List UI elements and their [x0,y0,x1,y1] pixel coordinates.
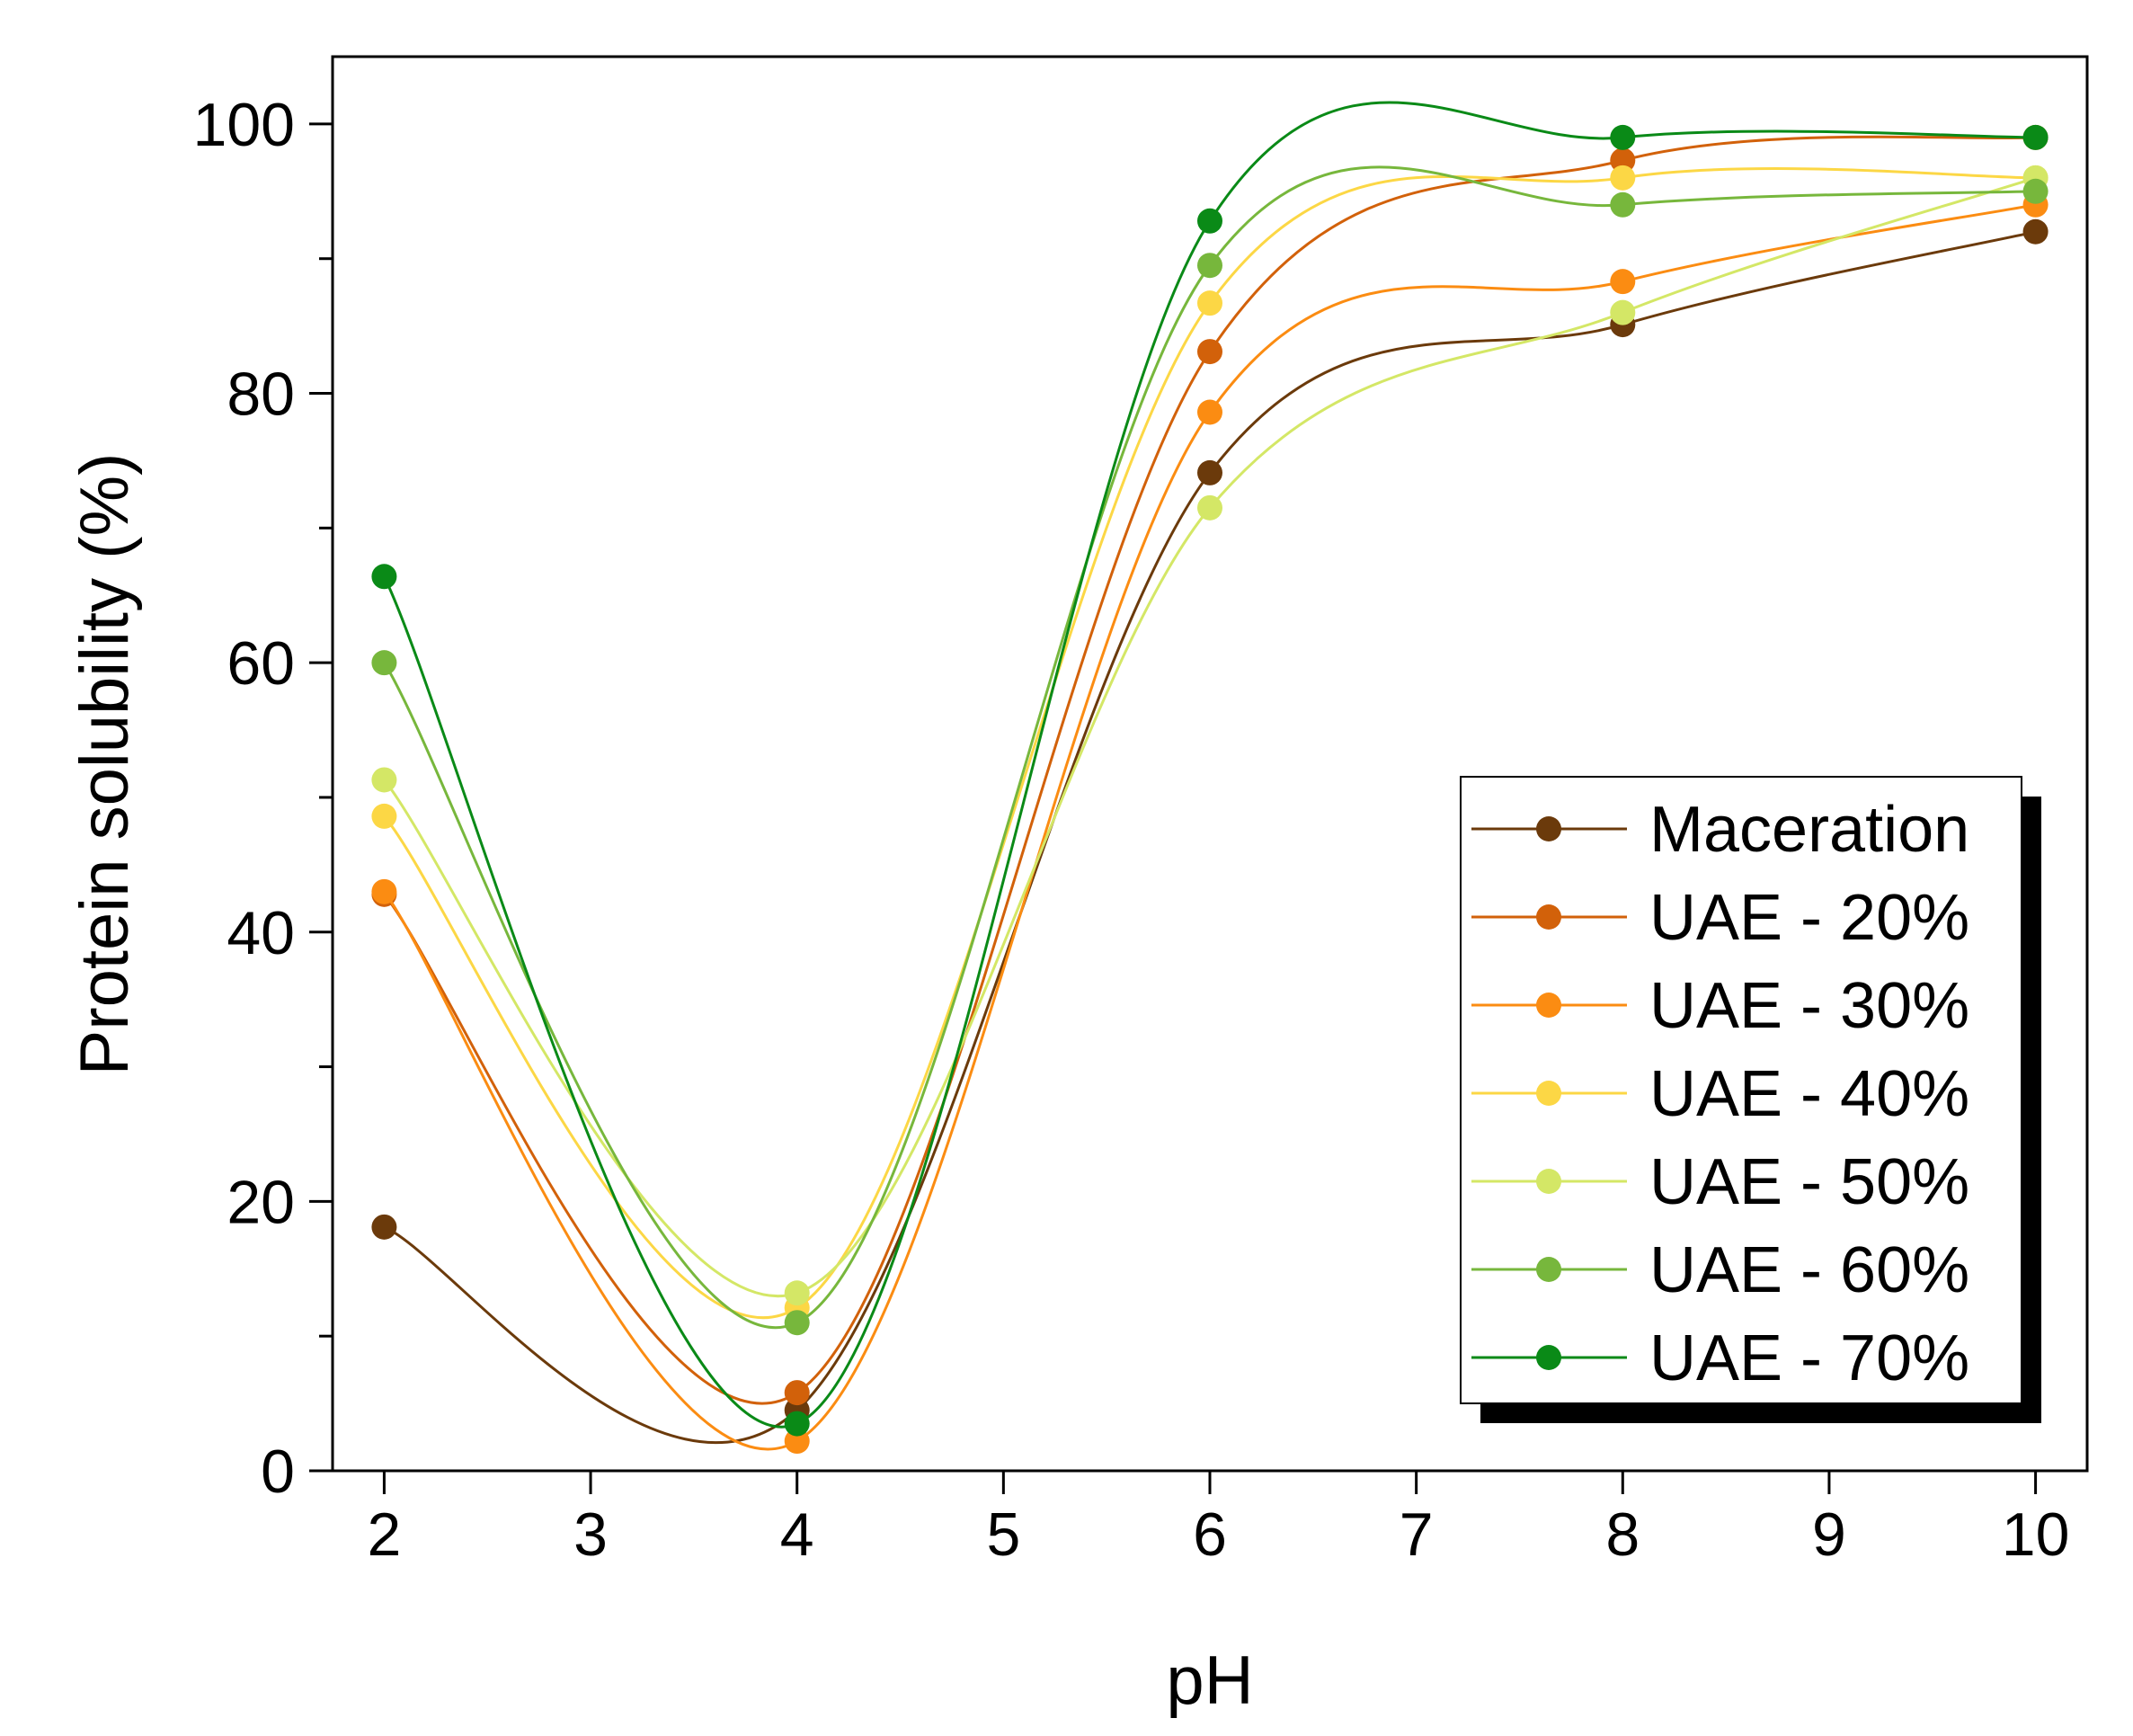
y-tick-label-40: 40 [227,899,295,967]
data-point-5-4 [2022,178,2049,204]
y-tick-label-100: 100 [193,91,295,159]
series-line-2 [383,203,2036,1451]
data-point-1-1 [784,1380,810,1406]
data-point-3-0 [371,803,397,829]
series-line-0 [383,230,2036,1445]
data-point-4-0 [371,767,397,793]
legend-item-1: UAE - 20% [1471,882,1969,954]
y-tick-label-0: 0 [261,1438,295,1506]
legend-label-5: UAE - 60% [1649,1234,1969,1306]
x-tick-label-9: 9 [1812,1500,1846,1569]
x-tick-label-10: 10 [2002,1500,2070,1569]
data-point-0-4 [2022,218,2049,245]
data-point-5-1 [784,1310,810,1336]
legend-item-3: UAE - 40% [1471,1058,1969,1130]
legend-item-6: UAE - 70% [1471,1322,1969,1394]
y-tick-label-20: 20 [227,1168,295,1236]
data-point-6-0 [371,564,397,590]
legend-item-5: UAE - 60% [1471,1234,1969,1306]
legend-label-2: UAE - 30% [1649,970,1969,1042]
data-point-4-1 [784,1280,810,1306]
legend-item-2: UAE - 30% [1471,970,1969,1042]
data-point-3-3 [1610,165,1636,191]
series-layer [371,101,2049,1455]
legend-swatch-marker-1 [1536,904,1561,930]
legend-label-0: Maceration [1649,794,1969,866]
legend-label-4: UAE - 50% [1649,1146,1969,1218]
legend-label-6: UAE - 70% [1649,1322,1969,1394]
y-tick-label-60: 60 [227,629,295,698]
legend-swatch-marker-3 [1536,1081,1561,1106]
legend-swatch-marker-5 [1536,1257,1561,1282]
series-6 [371,101,2049,1437]
data-point-2-3 [1610,269,1636,295]
x-tick-label-3: 3 [573,1500,608,1569]
data-point-6-2 [1197,208,1222,234]
y-axis-title: Protein solubility (%) [67,453,143,1076]
series-5 [371,165,2049,1336]
y-tick-label-80: 80 [227,361,295,429]
legend-label-1: UAE - 20% [1649,882,1969,954]
x-tick-label-2: 2 [367,1500,401,1569]
data-point-5-0 [371,650,397,676]
data-point-6-4 [2022,124,2049,150]
data-point-5-2 [1197,253,1222,279]
x-tick-label-5: 5 [986,1500,1020,1569]
x-tick-label-8: 8 [1605,1500,1640,1569]
data-point-1-3 [1610,147,1636,174]
legend-item-0: Maceration [1471,794,1969,866]
x-tick-label-7: 7 [1400,1500,1434,1569]
data-point-6-1 [784,1411,810,1437]
data-point-0-0 [371,1214,397,1240]
x-tick-label-4: 4 [780,1500,814,1569]
legend-swatch-marker-4 [1536,1169,1561,1194]
x-axis: 2 3 4 5 6 7 8 9 10 [367,1471,2069,1569]
series-line-1 [383,135,2036,1405]
legend-swatch-marker-0 [1536,816,1561,841]
data-point-2-2 [1197,399,1222,425]
series-line-6 [383,101,2036,1429]
data-point-4-2 [1197,494,1222,521]
legend-label-3: UAE - 40% [1649,1058,1969,1130]
legend-item-4: UAE - 50% [1471,1146,1969,1218]
data-point-0-2 [1197,459,1222,485]
x-tick-label-6: 6 [1193,1500,1227,1569]
legend-swatch-marker-2 [1536,993,1561,1018]
series-line-3 [383,167,2036,1319]
y-axis: 0 20 40 60 80 100 [193,91,333,1506]
data-point-2-1 [784,1429,810,1455]
series-line-5 [383,165,2036,1330]
data-point-6-3 [1610,124,1636,150]
data-point-3-2 [1197,290,1222,316]
legend: Maceration UAE - 20% UAE - 30% UAE - 40% UAE… [1460,776,2041,1423]
x-axis-title: pH [1166,1643,1253,1719]
data-point-1-2 [1197,339,1222,365]
data-point-2-0 [371,878,397,904]
data-point-4-3 [1610,299,1636,325]
data-point-5-3 [1610,191,1636,218]
legend-swatch-marker-6 [1536,1345,1561,1370]
